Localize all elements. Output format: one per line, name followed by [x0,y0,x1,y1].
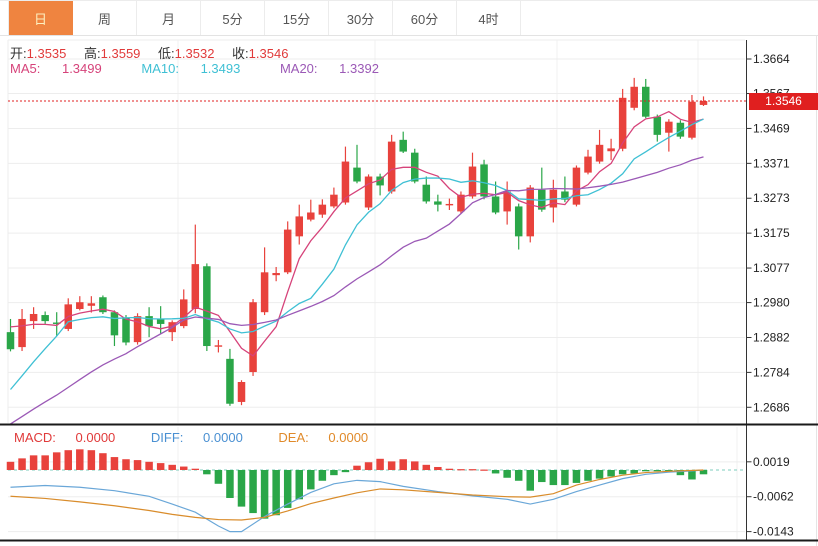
tab-4hour[interactable]: 4时 [457,1,521,35]
svg-text:-0.0143: -0.0143 [753,525,794,539]
tab-60min[interactable]: 60分 [393,1,457,35]
ma10-readout: MA10: 1.3493 [141,61,241,76]
ohlc-readout: 开:1.3535 高:1.3559 低:1.3532 收:1.3546 [10,43,302,62]
ma-readout: MA5: 1.3499 MA10: 1.3493 MA20: 1.3392 [10,61,415,76]
open-label: 开: [10,46,27,61]
svg-text:1.3175: 1.3175 [753,226,790,240]
tab-week[interactable]: 周 [73,1,137,35]
dea-value: DEA: 0.0000 [278,430,369,445]
tab-5min[interactable]: 5分 [201,1,265,35]
svg-text:0.0019: 0.0019 [753,455,790,469]
tab-month[interactable]: 月 [137,1,201,35]
timeframe-toolbar: 日 周 月 5分 15分 30分 60分 4时 [0,0,818,36]
svg-text:1.2882: 1.2882 [753,330,790,344]
low-label: 低: [158,46,175,61]
svg-text:1.3077: 1.3077 [753,261,790,275]
svg-text:1.3664: 1.3664 [753,52,790,66]
svg-text:1.2686: 1.2686 [753,400,790,414]
svg-text:1.3371: 1.3371 [753,156,790,170]
tab-day[interactable]: 日 [8,1,73,35]
low-value: 1.3532 [174,46,215,61]
high-label: 高: [84,46,101,61]
open-value: 1.3535 [26,46,67,61]
svg-text:-0.0062: -0.0062 [753,490,794,504]
tab-30min[interactable]: 30分 [329,1,393,35]
svg-text:1.3273: 1.3273 [753,191,790,205]
close-value: 1.3546 [248,46,289,61]
diff-value: DIFF: 0.0000 [150,430,243,445]
ma20-readout: MA20: 1.3392 [279,61,379,76]
svg-text:1.2784: 1.2784 [753,365,790,379]
macd-value: MACD: 0.0000 [14,430,116,445]
ma5-readout: MA5: 1.3499 [10,61,102,76]
current-price-badge: 1.3546 [749,93,818,110]
macd-readout: MACD: 0.0000 DIFF: 0.0000 DEA: 0.0000 [14,430,400,445]
svg-text:1.3469: 1.3469 [753,121,790,135]
high-value: 1.3559 [100,46,141,61]
close-label: 收: [232,46,249,61]
tab-15min[interactable]: 15分 [265,1,329,35]
svg-text:1.2980: 1.2980 [753,296,790,310]
